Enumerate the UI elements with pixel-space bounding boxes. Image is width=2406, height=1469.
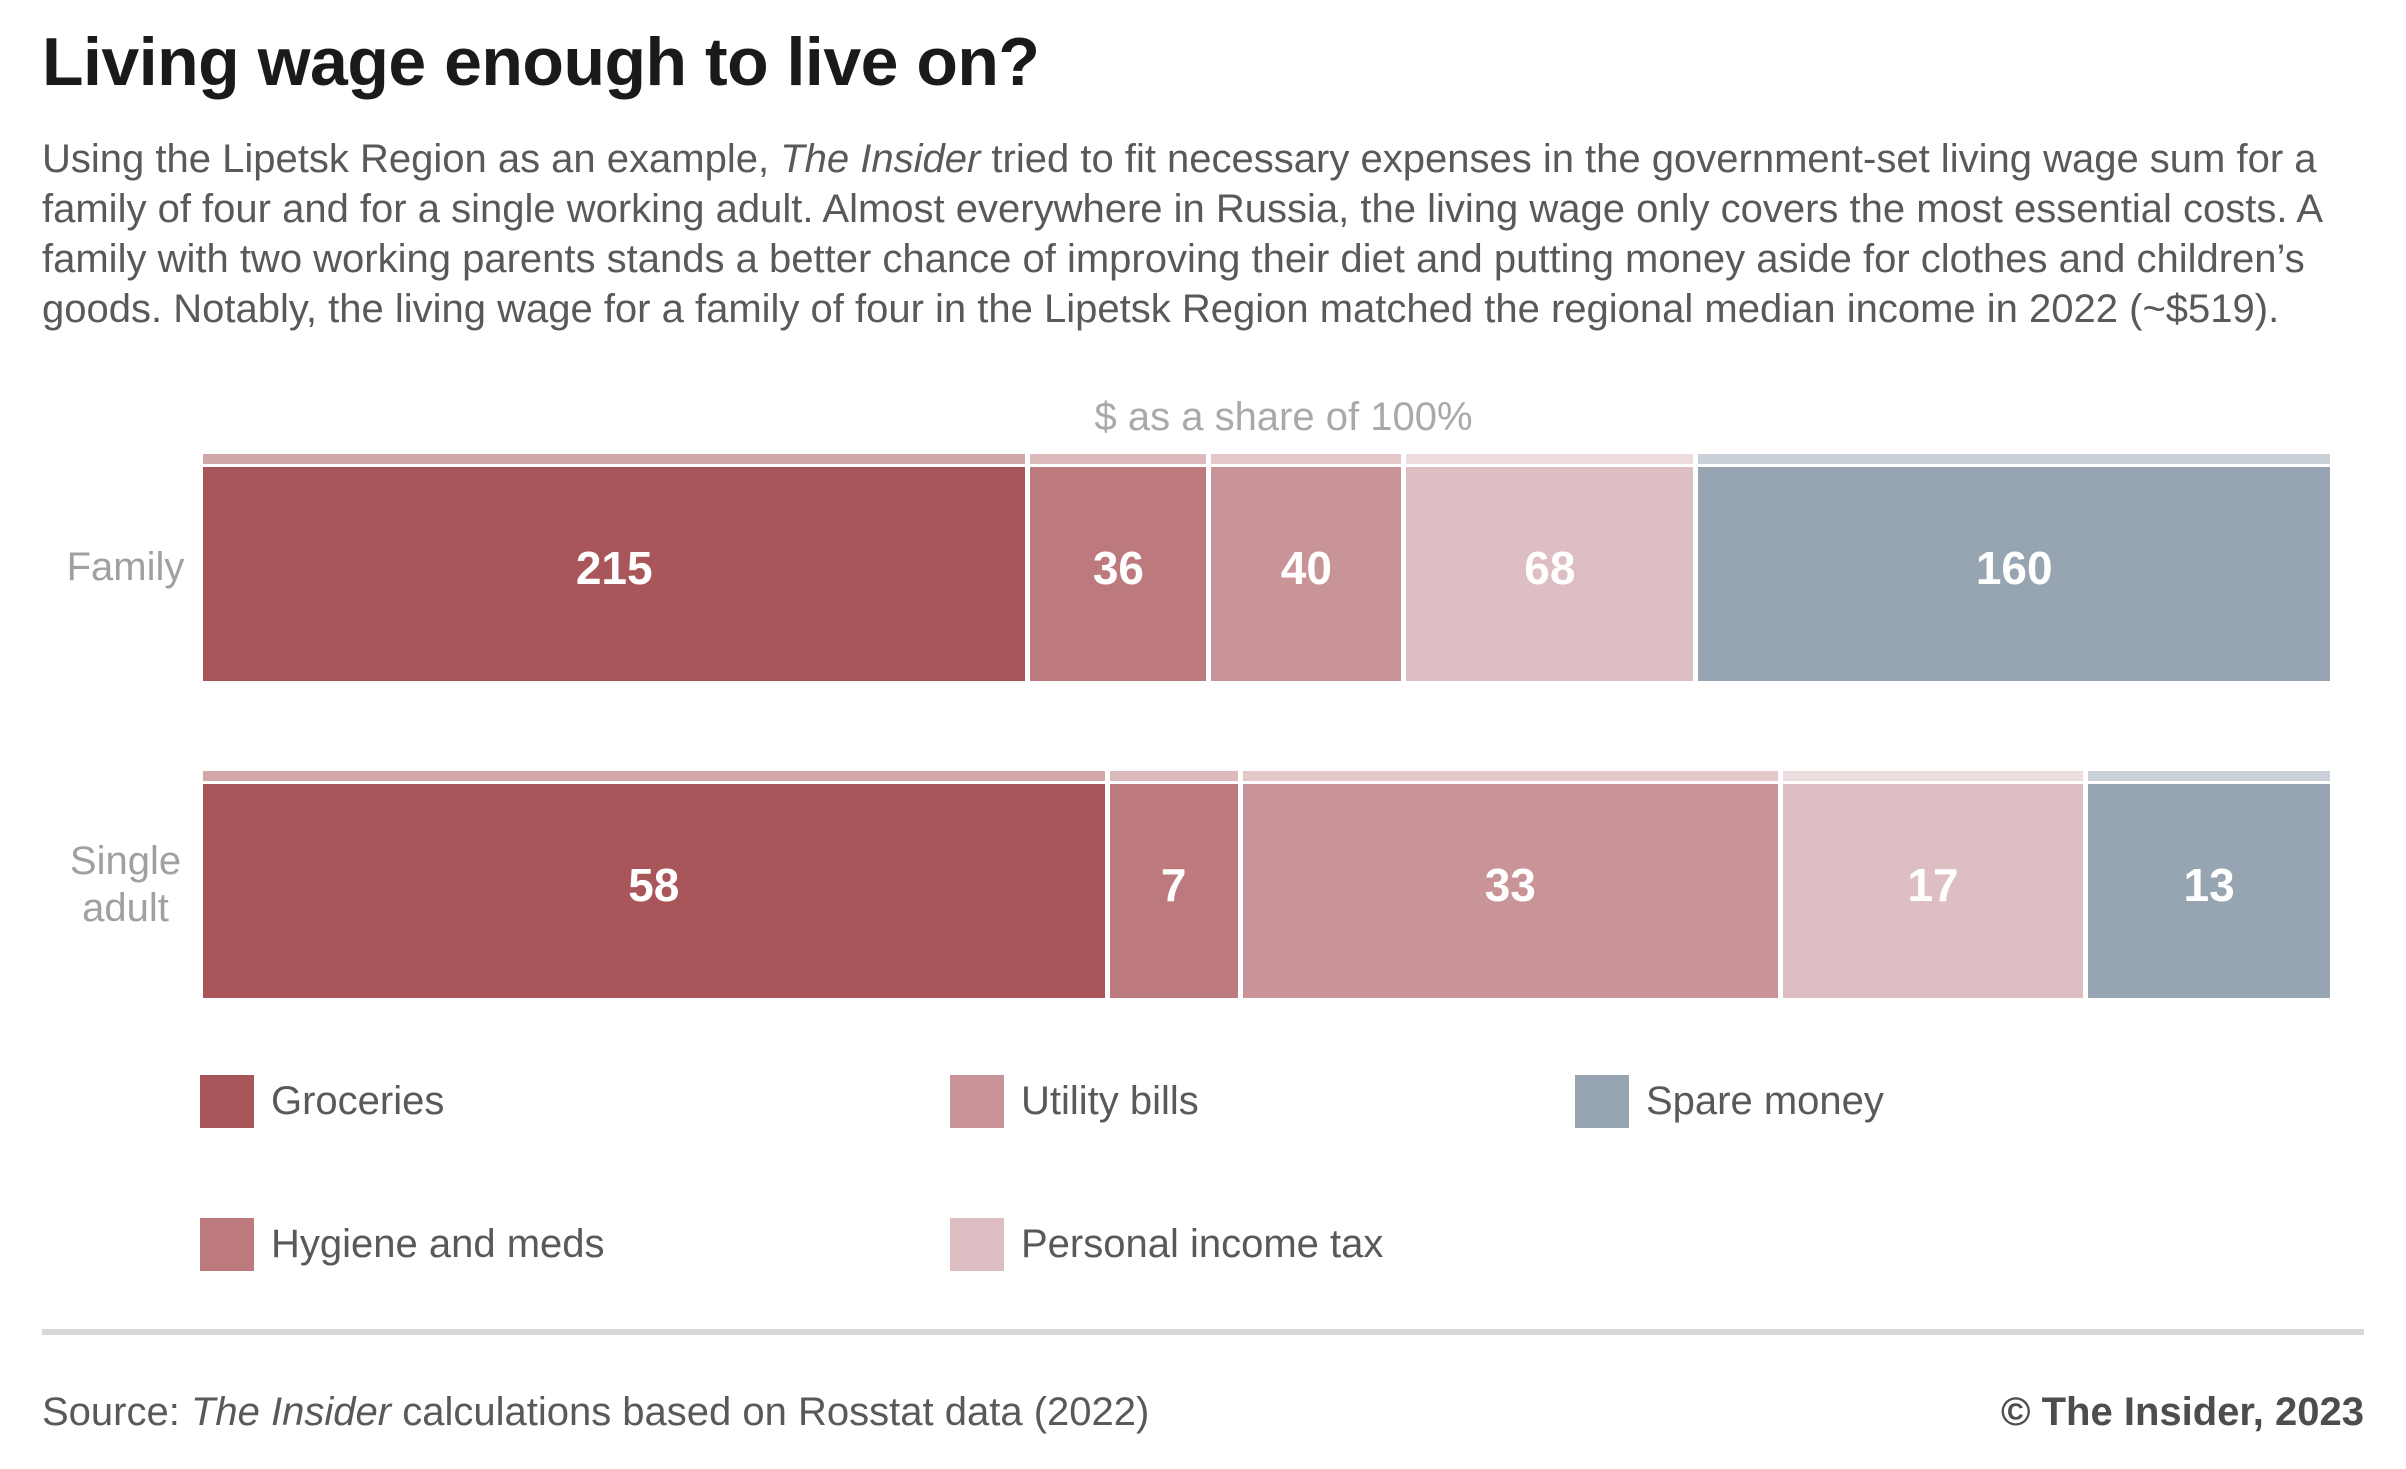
page-subtitle: Using the Lipetsk Region as an example, … [42,134,2322,334]
text-run: Using the Lipetsk Region as an example, [42,137,781,182]
chart-section: $ as a share of 100% Family 215 36 40 68 160 S… [42,392,2364,999]
segment-value-label: 33 [1484,858,1536,911]
bar-segment: 160 [1698,454,2331,682]
category-label: Family [66,545,185,590]
legend-swatch [1575,1075,1629,1129]
legend: Groceries Utility bills Spare money Hygiene… [200,1075,2364,1272]
text-run: Source: [42,1390,191,1435]
category-label: Single adult [69,838,182,930]
footer: Source: The Insider calculations based o… [42,1387,2364,1437]
bar-segment: 17 [1782,771,2084,999]
segment-value-label: 58 [628,858,680,911]
page-title: Living wage enough to live on? [42,24,1040,100]
source-note: Source: The Insider calculations based o… [42,1387,1149,1437]
text-run: tried to fit necessary expenses in the g… [42,137,2321,332]
segment-value-label: 7 [1160,858,1187,911]
axis-title: $ as a share of 100% [1094,395,1473,440]
legend-label: Groceries [271,1079,445,1124]
bar-segment: 13 [2088,771,2331,999]
segment-value-label: 68 [1524,541,1576,594]
text-run: calculations based on Rosstat data (2022… [391,1390,1150,1435]
bar-track: 58 7 33 17 13 [203,771,2331,999]
legend-swatch [200,1218,254,1272]
chart: Family 215 36 40 68 160 Single adult 58 7 33 17 13 [42,454,2331,999]
bar-segment: 36 [1030,454,1207,682]
italic-text-run: The Insider [190,1390,392,1435]
segment-value-label: 36 [1092,541,1144,594]
legend-item: Utility bills [950,1075,1575,1129]
legend-swatch [950,1218,1004,1272]
legend-label: Hygiene and meds [271,1222,605,1267]
legend-swatch [200,1075,254,1129]
bar-segment: 215 [203,454,1026,682]
segment-value-label: 13 [2183,858,2235,911]
italic-text-run: The Insider [780,137,981,182]
legend-item: Personal income tax [950,1218,1575,1272]
legend-label: Utility bills [1021,1079,1199,1124]
bar-row: Single adult 58 7 33 17 13 [42,771,2331,999]
footer-divider [42,1329,2364,1336]
segment-value-label: 215 [575,541,653,594]
bar-segment: 68 [1406,454,1694,682]
legend-swatch [950,1075,1004,1129]
copyright-note: © The Insider, 2023 [2001,1390,2364,1435]
bar-row: Family 215 36 40 68 160 [42,454,2331,682]
legend-item: Hygiene and meds [200,1218,950,1272]
bar-segment: 33 [1242,771,1778,999]
legend-item: Groceries [200,1075,950,1129]
bar-track: 215 36 40 68 160 [203,454,2331,682]
legend-label: Spare money [1646,1079,1884,1124]
segment-value-label: 17 [1907,858,1959,911]
bar-segment: 40 [1211,454,1402,682]
legend-item: Spare money [1575,1075,2364,1129]
bar-segment: 7 [1109,771,1239,999]
segment-value-label: 160 [1975,541,2053,594]
segment-value-label: 40 [1280,541,1332,594]
bar-segment: 58 [203,771,1105,999]
legend-label: Personal income tax [1021,1222,1384,1267]
